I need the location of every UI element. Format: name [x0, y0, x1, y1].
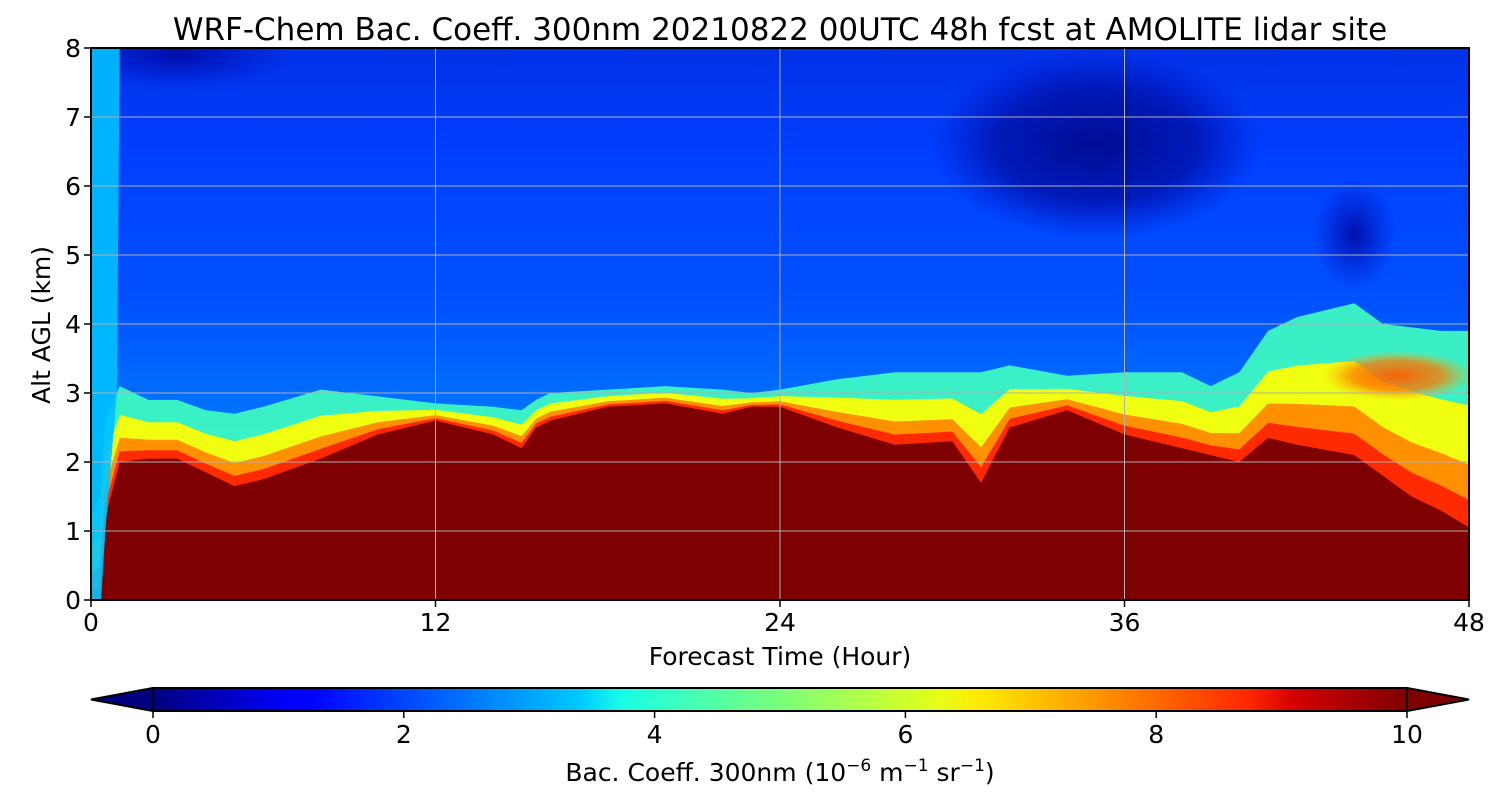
colorbar-tick-label: 2	[396, 720, 412, 749]
x-tick-label: 48	[1453, 608, 1485, 637]
low-backscatter-patch	[91, 48, 288, 89]
colorbar-body	[152, 687, 1408, 712]
y-tick-label: 3	[65, 379, 81, 408]
low-backscatter-patch	[1312, 179, 1396, 290]
y-axis: 0 1 2 3 4 5 6 7 8	[65, 34, 91, 615]
grid-lines	[91, 48, 1469, 600]
y-axis-label: Alt AGL (km)	[27, 246, 56, 404]
y-tick-label: 5	[65, 241, 81, 270]
y-tick-label: 0	[65, 586, 81, 615]
elevated-aerosol-layer	[1321, 350, 1469, 401]
colorbar-ticks: 0 2 4 6 8 10	[145, 711, 1423, 749]
x-axis-label: Forecast Time (Hour)	[649, 642, 912, 671]
y-tick-label: 4	[65, 310, 81, 339]
chart-title: WRF-Chem Bac. Coeff. 300nm 20210822 00UT…	[173, 12, 1387, 48]
colorbar-extend-min	[90, 686, 154, 713]
x-tick-label: 12	[420, 608, 452, 637]
colorbar-label: Bac. Coeff. 300nm (10−6 m−1 sr−1)	[565, 756, 994, 787]
colorbar-tick-label: 8	[1148, 720, 1164, 749]
y-tick-label: 6	[65, 172, 81, 201]
x-tick-label: 24	[764, 608, 796, 637]
y-tick-label: 2	[65, 448, 81, 477]
x-axis: 0 12 24 36 48	[83, 600, 1485, 637]
heatmap-field	[91, 48, 1469, 600]
colorbar-tick-label: 6	[897, 720, 913, 749]
x-tick-label: 36	[1109, 608, 1141, 637]
y-tick-label: 1	[65, 517, 81, 546]
x-tick-label: 0	[83, 608, 99, 637]
colorbar-tick-label: 0	[145, 720, 161, 749]
colorbar: 0 2 4 6 8 10 Bac. Coeff. 300nm (10−6 m−1 sr−1…	[90, 686, 1470, 787]
colorbar-tick-label: 4	[647, 720, 663, 749]
y-tick-label: 7	[65, 103, 81, 132]
low-backscatter-patch	[930, 50, 1262, 239]
colorbar-tick-label: 10	[1391, 720, 1423, 749]
colorbar-extend-max	[1406, 686, 1470, 713]
y-tick-label: 8	[65, 34, 81, 63]
